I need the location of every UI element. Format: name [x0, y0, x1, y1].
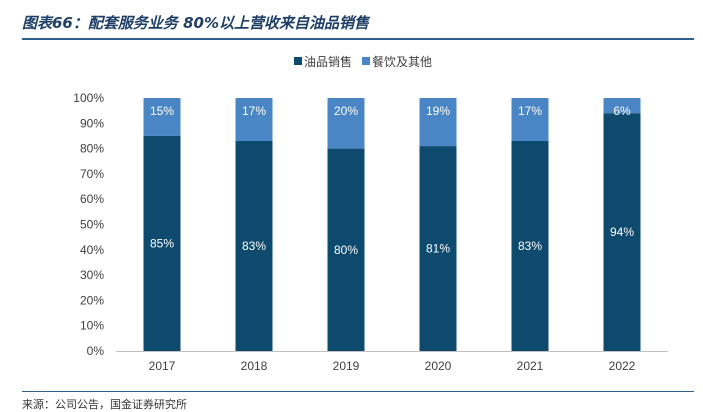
bar-segment [511, 141, 549, 351]
bar-segment [603, 113, 641, 352]
bar-segment [235, 141, 273, 351]
y-tick-label: 90% [80, 116, 104, 130]
y-tick-label: 0% [87, 344, 105, 358]
data-label: 19% [426, 104, 450, 118]
data-label: 6% [613, 104, 631, 118]
data-label: 81% [426, 242, 450, 256]
bar-segment [143, 135, 181, 351]
y-tick-label: 100% [73, 91, 104, 105]
source-rule [22, 391, 694, 392]
legend-label: 餐饮及其他 [372, 54, 432, 69]
stacked-bar-chart: 油品销售 餐饮及其他 0% 10% 20% 30% 40% 50% 60% 70% 80% 90% 1… [73, 54, 668, 373]
data-label: 17% [242, 104, 266, 118]
y-tick-label: 10% [80, 319, 104, 333]
data-label: 94% [610, 225, 634, 239]
y-tick-label: 70% [80, 167, 104, 181]
y-axis: 0% 10% 20% 30% 40% 50% 60% 70% 80% 90% 100% [73, 91, 104, 358]
x-tick-label: 2017 [149, 359, 176, 373]
data-label: 83% [242, 239, 266, 253]
legend-label: 油品销售 [304, 54, 352, 69]
bar-segment [143, 98, 181, 136]
data-label: 80% [334, 243, 358, 257]
data-label: 15% [150, 104, 174, 118]
bar-segment [327, 98, 365, 149]
bar-segment [603, 98, 641, 114]
source-note: 来源：公司公告，国金证券研究所 [22, 398, 187, 411]
figure-title: 图表66：配套服务业务 80%以上营收来自油品销售 [22, 14, 370, 32]
y-tick-label: 40% [80, 243, 104, 257]
data-label: 85% [150, 236, 174, 250]
bar-segment [419, 98, 457, 147]
data-label: 20% [334, 104, 358, 118]
bar-segment [235, 98, 273, 142]
x-tick-label: 2021 [517, 359, 544, 373]
legend-swatch [294, 57, 302, 65]
x-axis: 2017 2018 2019 2020 2021 2022 [116, 351, 668, 373]
y-tick-label: 50% [80, 218, 104, 232]
y-tick-label: 30% [80, 268, 104, 282]
y-tick-label: 60% [80, 192, 104, 206]
data-label: 17% [518, 104, 542, 118]
bar-segment [419, 146, 457, 351]
bar-segment [511, 98, 549, 142]
x-tick-label: 2019 [333, 359, 360, 373]
title-rule [22, 38, 694, 40]
x-tick-label: 2020 [425, 359, 452, 373]
y-tick-label: 80% [80, 142, 104, 156]
x-tick-label: 2022 [609, 359, 636, 373]
bar-segment [327, 148, 365, 351]
x-tick-label: 2018 [241, 359, 268, 373]
legend-swatch [362, 57, 370, 65]
bars: 85% 15% 83% 17% 80% 20% 81% 19% 83% 17% 94% 6% [143, 98, 641, 352]
y-tick-label: 20% [80, 293, 104, 307]
data-label: 83% [518, 239, 542, 253]
legend: 油品销售 餐饮及其他 [294, 54, 432, 69]
